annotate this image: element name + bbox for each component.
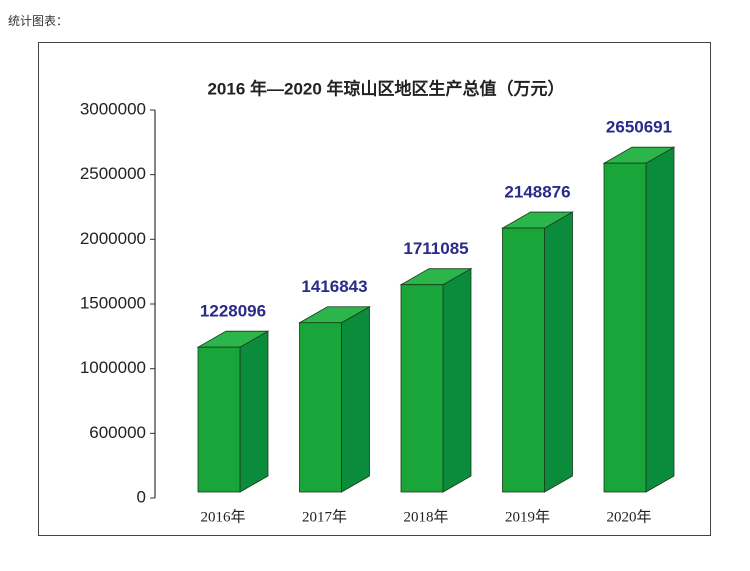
value-label: 2650691 [606,118,672,137]
value-label: 1416843 [301,277,367,296]
bar [502,227,545,493]
x-tick-label: 2020年 [606,508,651,525]
bar-side [645,146,675,493]
x-tick-label: 2016年 [200,508,245,525]
y-tick-label: 1000000 [80,358,146,377]
bar-side [239,330,269,493]
chart-frame [38,42,711,536]
bar-side [544,211,573,493]
value-label: 2148876 [504,183,570,202]
bar [197,346,241,493]
y-tick-label: 600000 [89,423,146,442]
y-tick-label: 2000000 [80,229,146,248]
x-tick-label: 2017年 [302,508,347,525]
page-header: 统计图表： [8,14,68,28]
y-tick-label: 2500000 [80,164,146,183]
x-tick-label: 2018年 [403,508,448,525]
x-tick-label: 2019年 [505,508,550,525]
y-tick-label: 1500000 [80,293,146,312]
bar [603,162,647,493]
y-tick-label: 0 [137,487,146,506]
bar [400,284,444,493]
bar-side [341,306,370,493]
y-tick-label: 3000000 [80,99,146,118]
bar [299,322,342,493]
chart-title: 2016 年—2020 年琼山区地区生产总值（万元） [207,78,564,98]
bar-side [442,268,472,493]
value-label: 1228096 [200,302,266,321]
value-label: 1711085 [403,239,468,258]
